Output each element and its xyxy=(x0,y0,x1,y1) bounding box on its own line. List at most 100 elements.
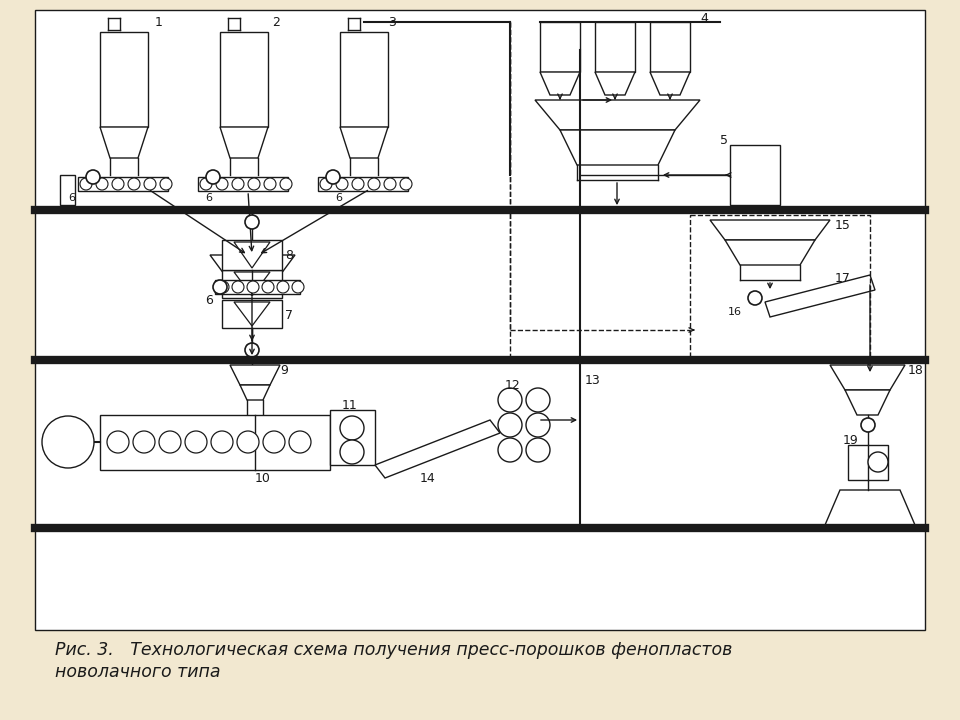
Polygon shape xyxy=(240,385,270,400)
Bar xyxy=(330,410,375,465)
Circle shape xyxy=(352,178,364,190)
Circle shape xyxy=(498,413,522,437)
Circle shape xyxy=(498,388,522,412)
Circle shape xyxy=(217,281,229,293)
Circle shape xyxy=(400,178,412,190)
Polygon shape xyxy=(825,490,915,525)
Circle shape xyxy=(247,281,259,293)
Polygon shape xyxy=(220,127,268,158)
Circle shape xyxy=(200,178,212,190)
Polygon shape xyxy=(560,130,675,165)
Circle shape xyxy=(232,281,244,293)
Circle shape xyxy=(263,431,285,453)
Circle shape xyxy=(213,280,227,294)
Text: 6: 6 xyxy=(205,294,213,307)
Text: 10: 10 xyxy=(255,472,271,485)
Circle shape xyxy=(280,178,292,190)
Circle shape xyxy=(498,438,522,462)
Bar xyxy=(848,445,888,480)
Circle shape xyxy=(526,413,550,437)
Text: 17: 17 xyxy=(835,271,851,284)
Text: 4: 4 xyxy=(700,12,708,24)
Text: 16: 16 xyxy=(728,307,742,317)
Bar xyxy=(222,300,282,328)
Bar xyxy=(78,177,168,191)
Circle shape xyxy=(112,178,124,190)
Polygon shape xyxy=(595,72,635,95)
Text: 12: 12 xyxy=(505,379,520,392)
Bar xyxy=(60,175,75,205)
Circle shape xyxy=(326,170,340,184)
Circle shape xyxy=(264,178,276,190)
Circle shape xyxy=(340,416,364,440)
Circle shape xyxy=(107,431,129,453)
Bar xyxy=(595,22,635,72)
Circle shape xyxy=(262,281,274,293)
Circle shape xyxy=(206,170,220,184)
Polygon shape xyxy=(540,72,580,95)
Text: 13: 13 xyxy=(585,374,601,387)
Circle shape xyxy=(336,178,348,190)
Circle shape xyxy=(384,178,396,190)
Text: 8: 8 xyxy=(285,248,293,261)
Circle shape xyxy=(128,178,140,190)
Bar xyxy=(540,22,580,72)
Bar xyxy=(100,415,330,470)
Circle shape xyxy=(96,178,108,190)
Circle shape xyxy=(861,418,875,432)
Bar xyxy=(100,32,148,127)
Polygon shape xyxy=(210,255,295,278)
Circle shape xyxy=(185,431,207,453)
Circle shape xyxy=(237,431,259,453)
Circle shape xyxy=(245,343,259,357)
Polygon shape xyxy=(650,72,690,95)
Circle shape xyxy=(216,178,228,190)
Circle shape xyxy=(868,452,888,472)
Text: 3: 3 xyxy=(388,16,396,29)
Bar xyxy=(35,10,925,630)
Polygon shape xyxy=(535,100,700,130)
Circle shape xyxy=(245,215,259,229)
Bar xyxy=(222,270,282,298)
Bar xyxy=(650,22,690,72)
Polygon shape xyxy=(234,302,270,326)
Text: новолачного типа: новолачного типа xyxy=(55,663,221,681)
Text: 5: 5 xyxy=(720,133,728,146)
Text: 14: 14 xyxy=(420,472,436,485)
Bar xyxy=(730,145,780,205)
Polygon shape xyxy=(725,240,815,265)
Circle shape xyxy=(232,178,244,190)
Circle shape xyxy=(133,431,155,453)
Circle shape xyxy=(748,291,762,305)
Polygon shape xyxy=(234,242,270,268)
Bar xyxy=(220,32,268,127)
Circle shape xyxy=(211,431,233,453)
Bar xyxy=(215,280,300,294)
Circle shape xyxy=(277,281,289,293)
Text: 7: 7 xyxy=(285,308,293,322)
Text: 6: 6 xyxy=(205,193,212,203)
Text: 6: 6 xyxy=(68,193,75,203)
Polygon shape xyxy=(765,275,875,317)
Bar xyxy=(198,177,288,191)
Bar xyxy=(690,215,870,360)
Text: 15: 15 xyxy=(835,218,851,232)
Circle shape xyxy=(526,438,550,462)
Circle shape xyxy=(80,178,92,190)
Text: 2: 2 xyxy=(272,16,280,29)
Polygon shape xyxy=(340,127,388,158)
Circle shape xyxy=(248,178,260,190)
Circle shape xyxy=(526,388,550,412)
Polygon shape xyxy=(845,390,890,415)
Text: 1: 1 xyxy=(155,16,163,29)
Text: 9: 9 xyxy=(280,364,288,377)
Circle shape xyxy=(368,178,380,190)
Polygon shape xyxy=(710,220,830,240)
Polygon shape xyxy=(375,420,500,478)
Text: Рис. 3.   Технологическая схема получения пресс-порошков фенопластов: Рис. 3. Технологическая схема получения … xyxy=(55,641,732,659)
Polygon shape xyxy=(230,365,280,385)
Polygon shape xyxy=(100,127,148,158)
Text: 6: 6 xyxy=(335,193,342,203)
Circle shape xyxy=(289,431,311,453)
Circle shape xyxy=(144,178,156,190)
